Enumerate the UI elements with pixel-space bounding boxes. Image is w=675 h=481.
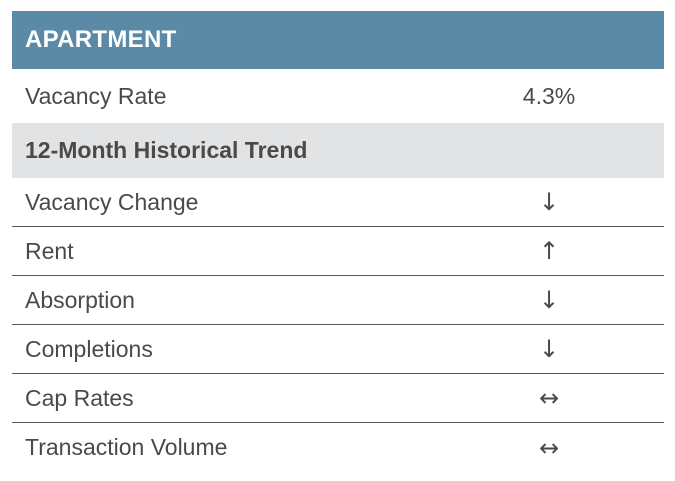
trend-row-cap-rates: Cap Rates ↔: [12, 374, 664, 423]
arrow-down-icon: ↓: [538, 286, 560, 314]
trend-label: Rent: [25, 237, 74, 264]
trend-row-transaction-volume: Transaction Volume ↔: [12, 423, 664, 472]
arrow-down-icon: ↓: [538, 335, 560, 363]
arrow-left-right-icon: ↔: [538, 433, 560, 462]
section-title: 12-Month Historical Trend: [25, 137, 308, 163]
header-title: APARTMENT: [25, 26, 177, 53]
vacancy-rate-row: Vacancy Rate 4.3%: [12, 69, 664, 123]
trend-row-vacancy-change: Vacancy Change ↓: [12, 178, 664, 227]
trend-row-completions: Completions ↓: [12, 325, 664, 374]
arrow-left-right-icon: ↔: [538, 384, 560, 412]
trend-label: Transaction Volume: [25, 434, 228, 460]
trend-label: Completions: [25, 335, 153, 362]
trend-label: Vacancy Change: [25, 188, 199, 215]
vacancy-rate-label: Vacancy Rate: [25, 82, 167, 109]
trend-label: Absorption: [25, 286, 135, 313]
table-header: APARTMENT: [12, 11, 664, 69]
trend-section-header: 12-Month Historical Trend: [12, 123, 664, 178]
trend-row-rent: Rent ↑: [12, 227, 664, 276]
apartment-table: APARTMENT Vacancy Rate 4.3% 12-Month His…: [12, 11, 664, 472]
trend-label: Cap Rates: [25, 384, 134, 411]
trend-row-absorption: Absorption ↓: [12, 276, 664, 325]
arrow-up-icon: ↑: [538, 237, 560, 265]
arrow-down-icon: ↓: [538, 188, 560, 216]
vacancy-rate-value: 4.3%: [522, 82, 576, 109]
